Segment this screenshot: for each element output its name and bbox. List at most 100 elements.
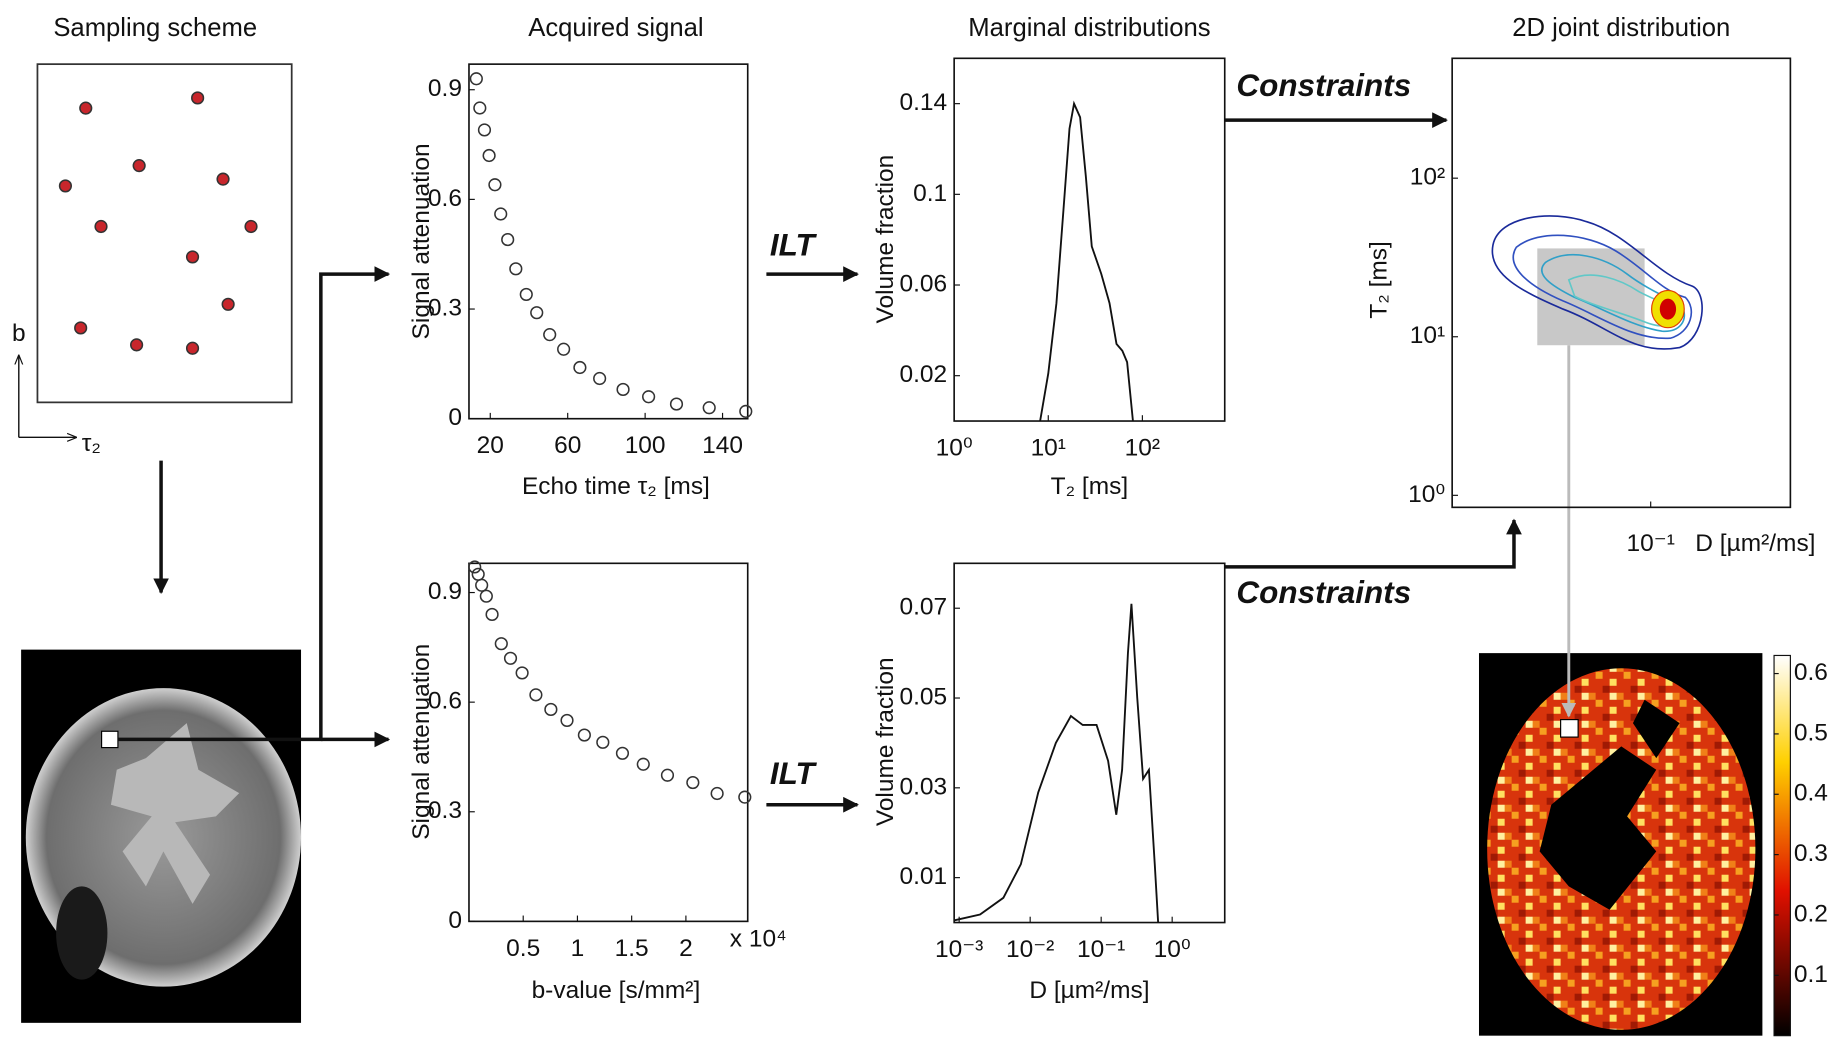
y-tick-label: 0.02: [899, 361, 947, 388]
line: [954, 603, 1160, 923]
y-tick-label: 10¹: [1410, 322, 1445, 349]
y-tick-label: 0.05: [899, 683, 947, 710]
plot-frame: [468, 562, 749, 923]
x-tick-label: 2: [679, 935, 693, 962]
line: [1039, 100, 1134, 422]
y-tick-label: 0.06: [899, 270, 947, 297]
y-tick-label: 0.9: [428, 578, 462, 605]
point: [58, 179, 73, 193]
point: [185, 341, 200, 355]
x-tick-label: 60: [554, 432, 581, 459]
x-tick-label: 10¹: [1031, 434, 1066, 461]
x-axis-label: D [µm²/ms]: [1695, 530, 1815, 557]
point: [577, 728, 591, 742]
x-tick-label: 10⁻¹: [1077, 936, 1125, 963]
colorbar-tick-label: 0.4: [1794, 780, 1828, 807]
point: [660, 768, 675, 782]
point: [494, 207, 508, 221]
panel-frame: [36, 63, 293, 404]
colorbar-tick-label: 0.1: [1794, 961, 1828, 988]
constraints-label: Constraints: [1236, 575, 1411, 610]
point: [471, 567, 485, 581]
point: [557, 342, 571, 356]
point: [560, 713, 574, 728]
colorbar-tick-label: 0.2: [1794, 900, 1828, 927]
plot-frame: [468, 63, 749, 420]
point: [519, 287, 533, 302]
contour-peak: [1659, 298, 1677, 320]
y-tick-label: 0.07: [899, 594, 947, 621]
mri-dark: [56, 886, 108, 980]
arrow: [1224, 518, 1522, 569]
x-axis-label: D [µm²/ms]: [1029, 977, 1149, 1004]
contour-line: [1491, 215, 1703, 350]
point: [94, 219, 108, 234]
y-tick-label: 0.03: [899, 773, 947, 800]
x-tick-label: 10⁻¹: [1627, 530, 1675, 557]
x-axis-label: b-value [s/mm²]: [532, 977, 701, 1004]
x-tick-label: 140: [702, 432, 743, 459]
x-tick-label: 10²: [1125, 434, 1160, 461]
ilt-label: ILT: [770, 228, 818, 263]
panel-title: 2D joint distribution: [1512, 14, 1730, 42]
point: [738, 790, 752, 804]
y-tick-label: 0.14: [899, 89, 947, 116]
point: [468, 560, 482, 574]
point: [130, 338, 144, 352]
mri-structure: [110, 723, 240, 904]
map-gap: [1632, 699, 1680, 759]
voxel-marker: [101, 730, 119, 749]
y-tick-label: 0.1: [913, 180, 947, 207]
x-tick-label: 10⁰: [936, 434, 973, 461]
x-axis-label: T₂ [ms]: [1051, 473, 1129, 500]
point: [132, 159, 146, 173]
y-axis-label: b: [12, 320, 26, 347]
point: [479, 589, 493, 603]
point: [636, 757, 650, 771]
x-axis-label: Echo time τ₂ [ms]: [522, 473, 710, 500]
point: [573, 360, 587, 375]
y-tick-label: 0.3: [428, 295, 462, 322]
x-axis-label: τ₂: [82, 430, 101, 457]
arrows: [19, 112, 1577, 813]
x-tick-label: 10⁻³: [935, 936, 983, 963]
y-tick-label: 0.6: [428, 185, 462, 212]
y-axis-label: Volume fraction: [872, 155, 899, 324]
point: [485, 607, 499, 622]
point: [686, 775, 700, 790]
point: [530, 306, 544, 320]
point: [79, 101, 93, 115]
y-tick-label: 10²: [1410, 164, 1445, 191]
y-tick-label: 10⁰: [1408, 481, 1445, 508]
point: [615, 746, 630, 760]
point: [710, 786, 724, 801]
plot-frame: [953, 57, 1226, 422]
map-hole: [1539, 746, 1657, 910]
point: [529, 688, 543, 702]
x-tick-label: 0.5: [506, 935, 540, 962]
y-tick-label: 0.6: [428, 688, 462, 715]
x-axis-multiplier: x 10⁴: [730, 926, 787, 953]
point: [74, 321, 88, 335]
point: [244, 219, 258, 234]
point: [221, 297, 235, 311]
x-tick-label: 1: [571, 935, 585, 962]
voxel-marker: [1560, 719, 1579, 738]
y-axis-label: Signal attenuation: [408, 143, 435, 339]
panel-title: Acquired signal: [528, 14, 703, 42]
colorbar-tick-label: 0.6: [1794, 659, 1828, 686]
point: [509, 262, 523, 276]
point: [702, 401, 716, 415]
x-tick-label: 10⁰: [1154, 936, 1191, 963]
colorbar-tick-label: 0.5: [1794, 719, 1828, 746]
constraints-label: Constraints: [1236, 68, 1411, 103]
point: [488, 178, 502, 192]
x-tick-label: 100: [625, 432, 666, 459]
point: [191, 91, 205, 105]
y-tick-label: 0: [448, 907, 462, 934]
x-tick-label: 20: [477, 432, 504, 459]
point: [596, 735, 610, 749]
colorbar-tick-label: 0.3: [1794, 840, 1828, 867]
point: [216, 172, 230, 186]
